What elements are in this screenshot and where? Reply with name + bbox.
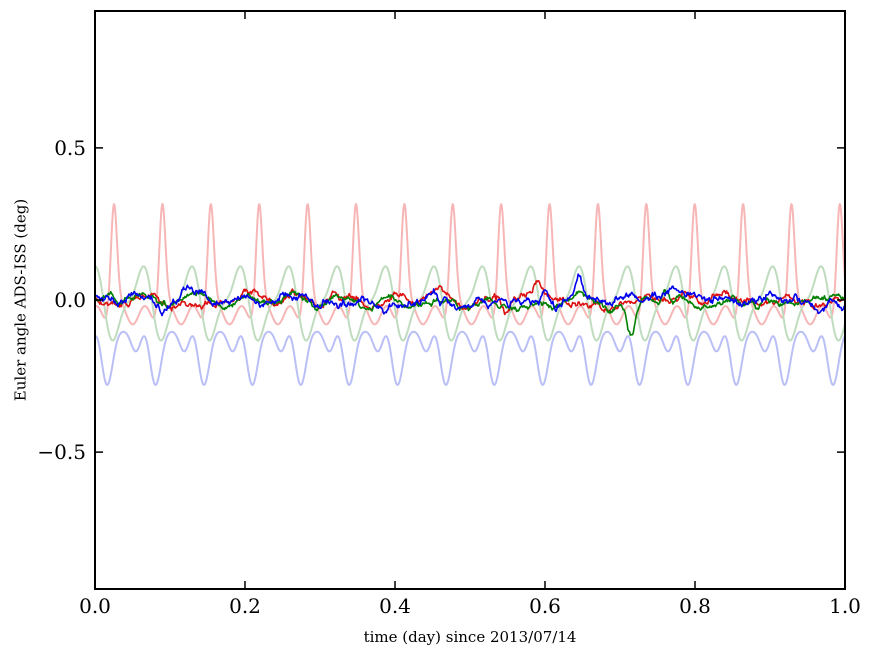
y-tick-label: −0.5 (37, 440, 86, 465)
y-tick-label: 0.5 (54, 135, 86, 160)
y-axis-label: Euler angle ADS-ISS (deg) (11, 198, 30, 402)
x-tick-label: 0.2 (229, 594, 261, 618)
x-axis-label: time (day) since 2013/07/14 (363, 628, 577, 646)
x-tick-label: 0.4 (379, 594, 411, 618)
x-tick-label: 0.6 (529, 594, 561, 618)
x-tick-label: 0.0 (79, 594, 111, 618)
x-tick-label: 1.0 (829, 594, 861, 618)
y-tick-label: 0.0 (54, 288, 86, 312)
x-tick-label: 0.8 (679, 594, 711, 618)
